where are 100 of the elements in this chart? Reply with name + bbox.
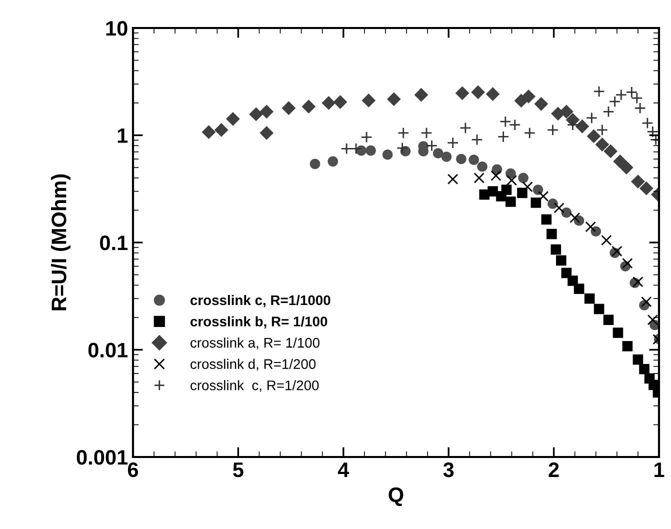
point xyxy=(612,328,624,338)
point xyxy=(488,186,498,196)
point xyxy=(477,161,488,172)
x-tick-label: 2 xyxy=(548,462,559,477)
point xyxy=(569,212,580,224)
point xyxy=(474,172,484,184)
point xyxy=(468,154,479,165)
point xyxy=(518,172,528,184)
point xyxy=(585,221,596,232)
point xyxy=(632,354,644,365)
point xyxy=(647,314,658,326)
point xyxy=(426,140,438,152)
point xyxy=(532,184,544,195)
point xyxy=(398,127,410,139)
point xyxy=(584,293,595,304)
point xyxy=(340,142,352,154)
point xyxy=(634,102,646,114)
point xyxy=(202,125,216,140)
point xyxy=(420,127,432,139)
point xyxy=(328,156,338,167)
point xyxy=(639,181,654,196)
point xyxy=(603,314,614,326)
point xyxy=(596,124,608,136)
point xyxy=(460,122,472,134)
legend-label: crosslink b, R= 1/100 xyxy=(190,316,328,328)
point xyxy=(541,214,552,225)
x-tick-label: 1 xyxy=(654,462,664,477)
legend-label: crosslink d, R=1/200 xyxy=(190,358,316,371)
point xyxy=(282,101,296,116)
point xyxy=(506,174,518,186)
point xyxy=(546,124,559,136)
point xyxy=(360,131,372,143)
point xyxy=(595,138,610,152)
y-tick-label: 0.001 xyxy=(76,450,128,465)
legend-label: crosslink a, R= 1/100 xyxy=(190,338,320,350)
point xyxy=(593,86,605,98)
point xyxy=(601,234,612,246)
point xyxy=(575,119,590,134)
point xyxy=(619,160,634,174)
point xyxy=(574,284,584,294)
point xyxy=(626,86,638,98)
point xyxy=(556,255,566,266)
point xyxy=(432,148,444,158)
point xyxy=(548,198,558,209)
point xyxy=(530,198,542,208)
point xyxy=(586,112,598,124)
point xyxy=(396,142,408,154)
point xyxy=(214,123,228,137)
x-tick-label: 3 xyxy=(443,462,454,478)
point xyxy=(302,100,316,114)
point xyxy=(260,104,274,119)
legend-label: crosslink c, R=1/1000 xyxy=(190,294,330,308)
point xyxy=(414,88,428,102)
point xyxy=(486,87,500,102)
point xyxy=(622,341,633,352)
point xyxy=(456,154,466,164)
point xyxy=(249,107,264,122)
point xyxy=(447,174,458,184)
point xyxy=(386,92,401,106)
point xyxy=(226,112,240,126)
point xyxy=(612,246,622,257)
x-axis-title: Q xyxy=(388,487,404,506)
y-tick-label: 0.01 xyxy=(88,342,128,358)
point xyxy=(639,364,650,374)
x-tick-label: 6 xyxy=(128,462,138,478)
point xyxy=(594,304,604,314)
point xyxy=(490,170,502,182)
point xyxy=(522,182,533,192)
point xyxy=(566,119,579,131)
point xyxy=(568,276,578,286)
point xyxy=(622,258,633,269)
x-tick-label: 4 xyxy=(338,462,350,477)
point xyxy=(554,202,564,214)
x-tick-label: 5 xyxy=(233,462,244,478)
point xyxy=(506,196,516,207)
y-tick-label: 0.1 xyxy=(100,236,128,250)
point xyxy=(471,85,485,100)
y-tick-label: 10 xyxy=(106,21,128,36)
point xyxy=(322,96,336,110)
point xyxy=(501,184,512,195)
point xyxy=(382,149,393,160)
point xyxy=(350,142,362,154)
point xyxy=(538,190,549,202)
point xyxy=(641,296,652,308)
point xyxy=(524,127,536,139)
point xyxy=(441,152,452,162)
legend-label: crosslink c, R=1/200 xyxy=(190,380,319,392)
point xyxy=(604,144,618,158)
point xyxy=(546,228,557,240)
point xyxy=(631,174,645,189)
point xyxy=(586,129,601,144)
point xyxy=(632,276,644,288)
y-axis-title: R=U/I (MOhm) xyxy=(51,174,70,310)
point xyxy=(455,86,470,100)
point xyxy=(550,244,562,255)
point xyxy=(631,92,643,104)
point xyxy=(333,95,348,109)
point xyxy=(366,145,376,156)
y-tick-label: 1 xyxy=(118,128,128,143)
point xyxy=(497,130,510,143)
